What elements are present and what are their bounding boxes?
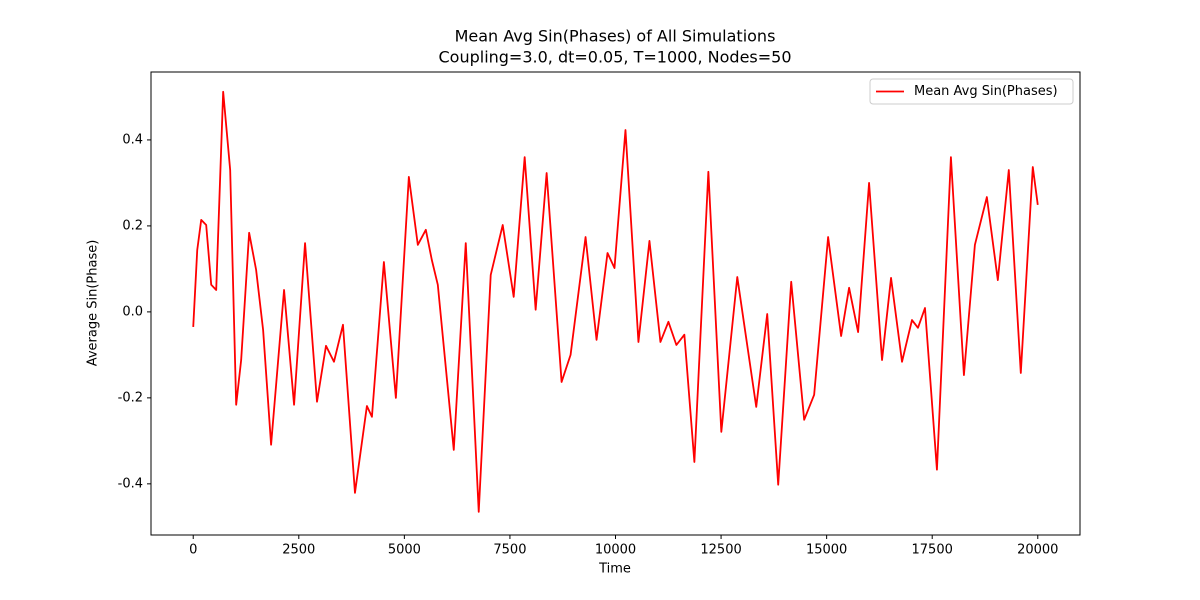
x-tick-label: 10000 [595,543,636,558]
y-axis-label: Average Sin(Phase) [86,240,101,367]
x-tick-label: 5000 [388,543,421,558]
x-tick-label: 2500 [282,543,315,558]
y-tick-label: 0.0 [122,304,143,319]
chart-subtitle: Coupling=3.0, dt=0.05, T=1000, Nodes=50 [438,48,791,67]
legend-box [869,78,1074,105]
x-tick-label: 15000 [806,543,847,558]
x-tick-label: 0 [189,543,197,558]
plot-frame [150,71,1081,536]
x-tick-label: 20000 [1017,543,1058,558]
legend-label: Mean Avg Sin(Phases) [914,84,1058,99]
x-tick-label: 12500 [700,543,741,558]
chart-title: Mean Avg Sin(Phases) of All Simulations [455,27,776,46]
x-tick-label: 7500 [493,543,526,558]
y-tick-label: 0.2 [122,218,143,233]
y-tick-label: -0.2 [118,390,143,405]
data-line [192,90,1039,513]
y-tick-label: 0.4 [122,132,143,147]
y-tick-label: -0.4 [118,476,143,491]
x-tick-label: 17500 [912,543,953,558]
x-axis-label: Time [598,562,631,577]
